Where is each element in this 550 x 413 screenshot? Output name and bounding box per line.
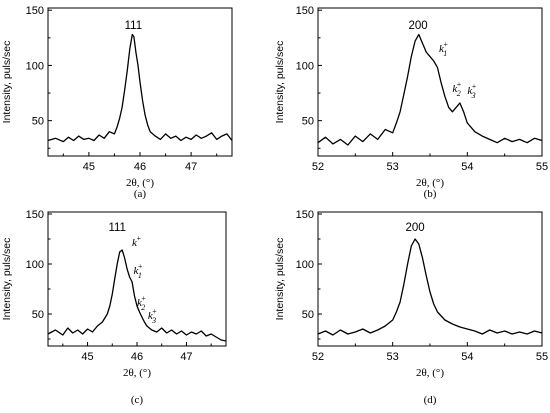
k-mark: k+ 3 bbox=[467, 82, 476, 100]
k-mark: k+ bbox=[132, 234, 141, 249]
y-tick-label: 50 bbox=[32, 309, 44, 321]
k-sub: 2 bbox=[457, 89, 461, 98]
k-letter: k bbox=[467, 85, 473, 97]
k-sup: + bbox=[141, 294, 146, 303]
x-axis-label: 2θ, (°) bbox=[126, 177, 154, 189]
k-sup: + bbox=[152, 307, 157, 316]
chart-panel: 50 100 150 45 46 47 Intensity, puls/sec 2θ, (°)… bbox=[1, 5, 233, 200]
peak-label: 200 bbox=[408, 20, 427, 32]
k-sub: 1 bbox=[138, 271, 142, 280]
diffraction-line bbox=[317, 238, 543, 336]
panel-label: (d) bbox=[424, 394, 437, 406]
k-sup: + bbox=[443, 40, 448, 49]
y-tick-label: 100 bbox=[296, 60, 314, 72]
panel-label: (c) bbox=[131, 394, 144, 406]
x-tick-label: 46 bbox=[131, 351, 143, 363]
y-axis-label: Intensity, puls/sec bbox=[274, 41, 286, 124]
peak-label: 111 bbox=[108, 222, 125, 234]
y-tick-label: 150 bbox=[26, 5, 44, 17]
y-tick-label: 100 bbox=[296, 259, 314, 271]
peak-label: 200 bbox=[405, 222, 424, 234]
x-tick-label: 54 bbox=[461, 161, 473, 173]
panel-label: (b) bbox=[424, 188, 437, 200]
plot-frame bbox=[317, 211, 543, 347]
k-sup: + bbox=[456, 80, 461, 89]
k-mark: k+ 2 bbox=[137, 294, 146, 312]
x-tick-label: 53 bbox=[387, 351, 399, 363]
x-tick-label: 46 bbox=[134, 161, 146, 173]
k-letter: k bbox=[439, 43, 445, 55]
k-mark: k+ 1 bbox=[134, 262, 143, 280]
diffraction-line bbox=[47, 33, 233, 143]
x-tick-label: 52 bbox=[312, 161, 324, 173]
k-letter: k bbox=[134, 265, 140, 277]
k-sup: + bbox=[137, 262, 142, 271]
x-tick-label: 45 bbox=[81, 351, 93, 363]
k-sub: 2 bbox=[141, 303, 145, 312]
y-axis-label: Intensity, puls/sec bbox=[1, 238, 13, 321]
y-axis-label: Intensity, puls/sec bbox=[274, 238, 286, 321]
y-tick-label: 150 bbox=[296, 5, 314, 17]
x-tick-label: 47 bbox=[180, 351, 192, 363]
k-letter: k bbox=[452, 83, 458, 95]
x-tick-label: 45 bbox=[83, 161, 95, 173]
y-tick-label: 150 bbox=[26, 209, 44, 221]
chart-panel: 50 100 150 52 53 54 55 Intensity, puls/sec 2θ, (… bbox=[274, 209, 548, 406]
diffraction-line bbox=[317, 33, 543, 146]
k-letter: k bbox=[132, 237, 138, 249]
x-tick-label: 55 bbox=[536, 351, 548, 363]
chart-panel: 50 100 150 52 53 54 55 Intensity, puls/sec 2θ, (… bbox=[274, 5, 548, 200]
k-sub: 3 bbox=[151, 316, 156, 325]
y-axis-label: Intensity, puls/sec bbox=[1, 41, 13, 124]
diffraction-line bbox=[47, 249, 227, 342]
k-sup: + bbox=[136, 234, 141, 243]
y-tick-label: 100 bbox=[26, 60, 44, 72]
k-letter: k bbox=[148, 310, 154, 322]
k-letter: k bbox=[137, 297, 143, 309]
y-tick-label: 50 bbox=[32, 116, 44, 128]
k-mark: k+ 1 bbox=[439, 40, 448, 58]
y-tick-label: 150 bbox=[296, 209, 314, 221]
x-tick-label: 47 bbox=[185, 161, 197, 173]
k-sub: 3 bbox=[471, 91, 476, 100]
x-axis-label: 2θ, (°) bbox=[416, 177, 444, 189]
y-tick-label: 100 bbox=[26, 259, 44, 271]
panel-label: (a) bbox=[134, 188, 147, 200]
x-tick-label: 54 bbox=[461, 351, 473, 363]
x-axis-label: 2θ, (°) bbox=[416, 367, 444, 379]
chart-panel: 50 100 150 45 46 47 Intensity, puls/sec 2θ, (°)… bbox=[1, 209, 227, 406]
peak-label: 111 bbox=[125, 20, 142, 32]
plot-frame bbox=[317, 7, 543, 157]
k-sub: 1 bbox=[443, 49, 447, 58]
k-mark: k+ 3 bbox=[148, 307, 157, 325]
x-tick-label: 52 bbox=[312, 351, 324, 363]
y-tick-label: 50 bbox=[302, 116, 314, 128]
y-tick-label: 50 bbox=[302, 309, 314, 321]
k-sup: + bbox=[471, 82, 476, 91]
k-mark: k+ 2 bbox=[452, 80, 461, 98]
x-tick-label: 53 bbox=[387, 161, 399, 173]
x-axis-label: 2θ, (°) bbox=[123, 367, 151, 379]
x-tick-label: 55 bbox=[536, 161, 548, 173]
